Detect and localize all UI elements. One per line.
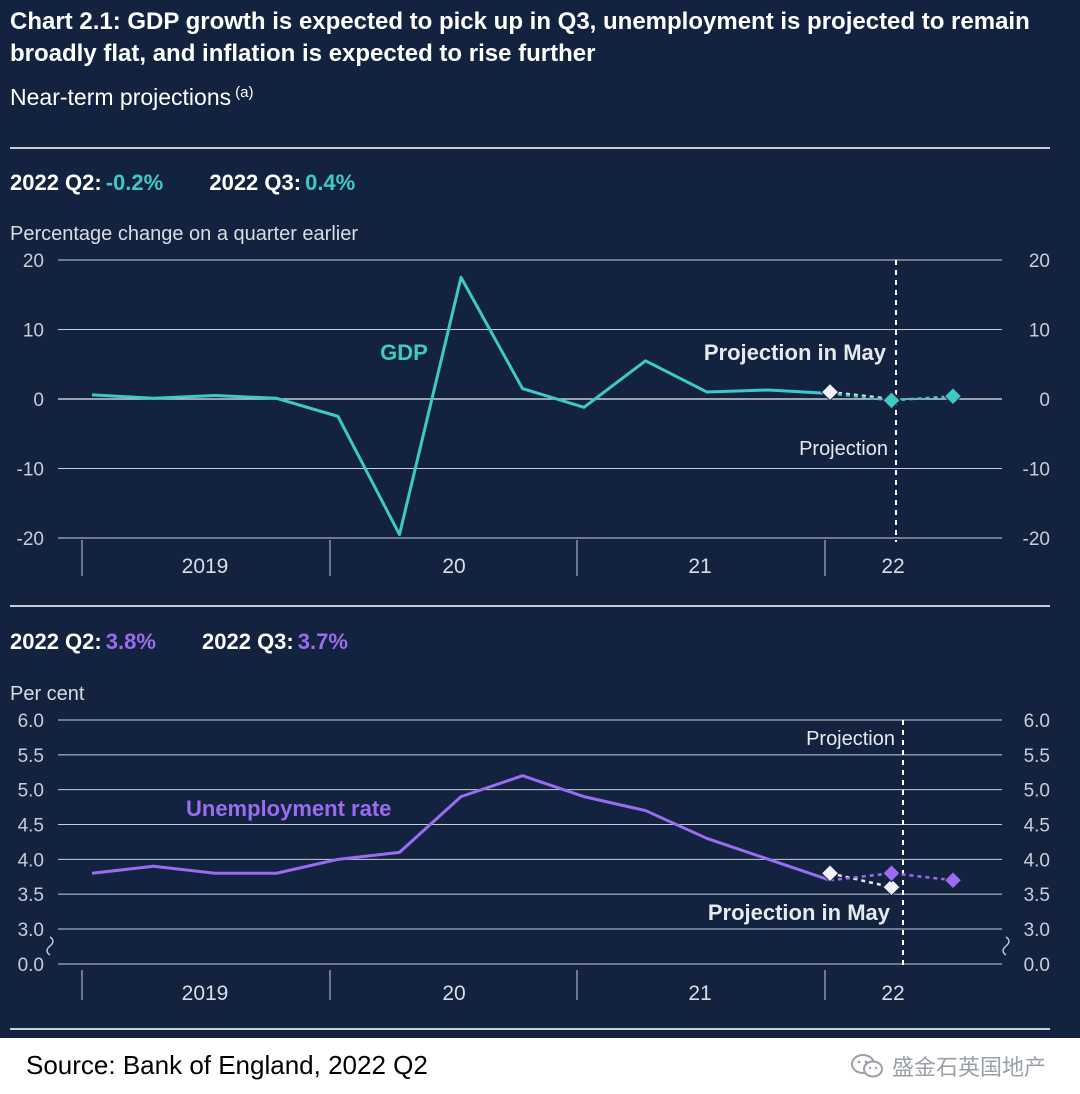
unemployment-y-tick-left: 3.5 — [18, 885, 44, 906]
unemployment-y-tick-left: 5.5 — [18, 746, 44, 767]
unemployment-y-tick-right: 0.0 — [1024, 955, 1050, 976]
unemployment-y-tick-left: 6.0 — [18, 711, 44, 732]
chart-subtitle: Near-term projections (a) — [10, 84, 253, 111]
gdp-y-tick-left: -20 — [17, 529, 44, 550]
unemployment-x-tick-label: 21 — [688, 982, 711, 1005]
gdp-y-axis-title: Percentage change on a quarter earlier — [10, 223, 358, 245]
unemployment-y-tick-left: 3.0 — [18, 920, 44, 941]
unemployment-kpi-q3-value: 3.7% — [297, 629, 348, 654]
gdp-y-tick-right: -10 — [1023, 460, 1050, 481]
subtitle-text: Near-term projections — [10, 84, 232, 110]
unemployment-kpi-row: 2022 Q2: 3.8% 2022 Q3: 3.7% — [10, 629, 388, 655]
unemployment-y-axis-title: Per cent — [10, 683, 85, 705]
source-bar: Source: Bank of England, 2022 Q2 盛金石英国地产 — [0, 1038, 1080, 1094]
unemployment-projection-point — [882, 864, 901, 883]
unemployment-projection-may-line — [829, 872, 892, 889]
middle-rule — [10, 605, 1050, 607]
unemployment-y-tick-left: 4.5 — [18, 815, 44, 836]
unemployment-series-label: Unemployment rate — [186, 796, 391, 821]
unemployment-x-tick-label: 20 — [442, 982, 465, 1005]
unemployment-series-line — [91, 774, 831, 882]
source-text: Source: Bank of England, 2022 Q2 — [26, 1050, 428, 1080]
unemployment-x-tick-label: 22 — [881, 982, 904, 1005]
unemployment-y-tick-right: 3.5 — [1024, 885, 1050, 906]
gdp-y-tick-left: 0 — [33, 390, 44, 411]
gdp-x-tick-label: 20 — [442, 555, 465, 578]
gdp-kpi-q2: 2022 Q2: -0.2% — [10, 170, 163, 195]
gdp-y-tick-left: 20 — [23, 251, 44, 272]
unemployment-kpi-q2: 2022 Q2: 3.8% — [10, 629, 156, 654]
bottom-rule — [10, 1028, 1050, 1030]
gdp-kpi-q3-label: 2022 Q3: — [209, 170, 302, 195]
gdp-kpi-q3-value: 0.4% — [305, 170, 356, 195]
unemployment-kpi-q3: 2022 Q3: 3.7% — [202, 629, 348, 654]
gdp-y-tick-right: -20 — [1023, 529, 1050, 550]
gdp-kpi-q2-value: -0.2% — [105, 170, 164, 195]
gdp-projection-may-point — [820, 382, 840, 402]
gdp-kpi-q2-label: 2022 Q2: — [10, 170, 102, 195]
gdp-y-tick-right: 20 — [1029, 251, 1050, 272]
chart-title: Chart 2.1: GDP growth is expected to pic… — [10, 8, 1030, 67]
subtitle-footnote: (a) — [235, 84, 254, 101]
unemployment-y-tick-right: 5.0 — [1024, 781, 1050, 802]
gdp-projection-label: Projection — [799, 438, 888, 460]
wechat-icon — [850, 1054, 883, 1078]
gdp-x-tick-label: 21 — [688, 555, 711, 578]
unemployment-projection-may-point — [882, 877, 901, 897]
gdp-y-tick-right: 10 — [1029, 321, 1050, 342]
top-rule — [10, 147, 1050, 149]
gdp-chart: Percentage change on a quarter earlier 20… — [10, 223, 1050, 578]
unemployment-y-tick-right: 4.0 — [1024, 850, 1050, 871]
unemployment-x-tick-label: 2019 — [182, 982, 229, 1005]
gdp-y-tick-right: 0 — [1039, 390, 1050, 411]
gdp-kpi-q3: 2022 Q3: 0.4% — [209, 170, 355, 195]
gdp-x-tick-label: 2019 — [182, 555, 229, 578]
unemployment-kpi-q2-label: 2022 Q2: — [10, 629, 102, 654]
gdp-y-tick-left: -10 — [17, 460, 44, 481]
gdp-projection-may-line — [829, 390, 892, 401]
unemployment-y-tick-left: 4.0 — [18, 850, 44, 871]
unemployment-projection-point — [943, 871, 963, 890]
unemployment-projection-may-point — [820, 864, 840, 883]
unemployment-kpi-q2-value: 3.8% — [105, 629, 156, 654]
unemployment-projection-label: Projection — [806, 728, 895, 750]
unemployment-kpi-q3-label: 2022 Q3: — [202, 629, 294, 654]
unemployment-chart: Per cent 6.0 6.0 5.5 5.5 5.0 5.0 4.5 4.5 4.0 4.0 3.… — [10, 683, 1050, 1005]
unemployment-projection-may-label: Projection in May — [708, 900, 891, 925]
gdp-kpi-row: 2022 Q2: -0.2% 2022 Q3: 0.4% — [10, 170, 395, 196]
unemployment-axis-break — [46, 936, 54, 956]
unemployment-y-tick-right: 3.0 — [1024, 920, 1050, 941]
unemployment-axis-break — [1002, 936, 1010, 956]
unemployment-y-tick-right: 6.0 — [1024, 711, 1050, 732]
unemployment-y-tick-left: 0.0 — [18, 955, 44, 976]
gdp-projection-point — [943, 387, 963, 406]
gdp-series-label: GDP — [380, 340, 428, 365]
unemployment-y-tick-right: 5.5 — [1024, 746, 1050, 767]
gdp-x-tick-label: 22 — [881, 555, 904, 578]
gdp-y-tick-left: 10 — [23, 321, 44, 342]
gdp-projection-point — [882, 391, 901, 410]
gdp-series-line — [91, 275, 831, 537]
gdp-projection-may-label: Projection in May — [704, 340, 887, 365]
watermark: 盛金石英国地产 — [850, 1050, 1046, 1082]
unemployment-y-tick-left: 5.0 — [18, 781, 44, 802]
watermark-text: 盛金石英国地产 — [891, 1055, 1046, 1080]
unemployment-y-tick-right: 4.5 — [1024, 815, 1050, 836]
